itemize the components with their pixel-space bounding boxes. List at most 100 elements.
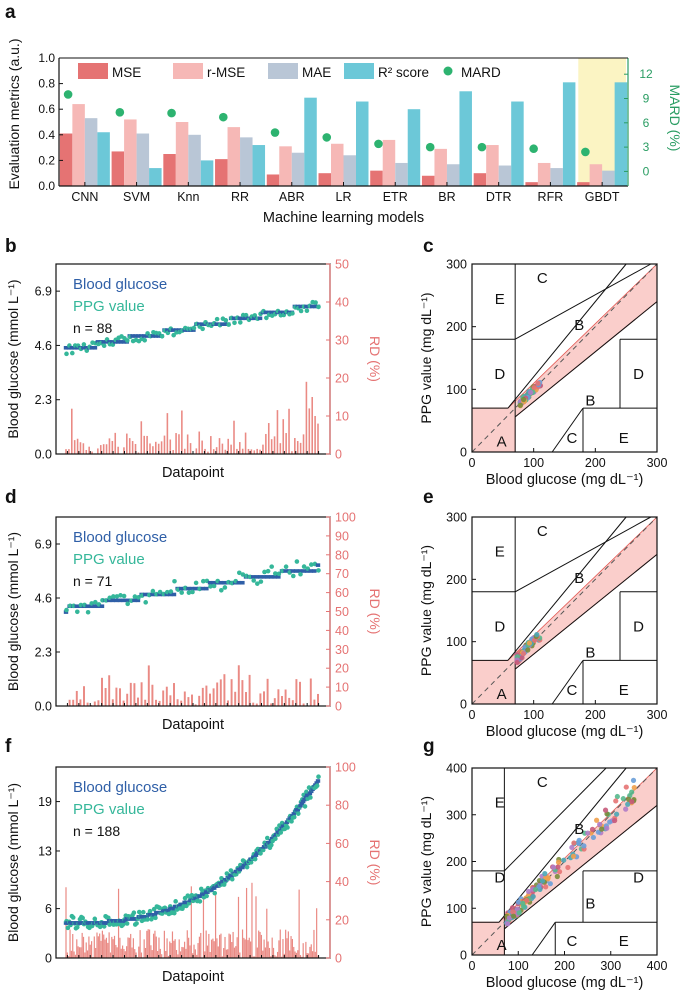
ppg-point (75, 609, 80, 615)
blood-glucose-point (302, 797, 307, 802)
y-tick-label: 0.4 (38, 128, 55, 142)
rd-bar (116, 947, 118, 958)
scatter-point (569, 844, 575, 851)
ppg-point (262, 569, 267, 575)
rd-bar (207, 451, 209, 454)
rd-bar (166, 413, 169, 454)
blood-glucose-point (121, 340, 127, 344)
y-tick-label: 200 (446, 855, 467, 869)
ppg-point (258, 579, 264, 584)
rd-bar (223, 948, 225, 958)
scatter-point (543, 884, 549, 890)
y-tick-label: 100 (446, 635, 467, 649)
blood-glucose-point (300, 799, 306, 804)
ppg-point (291, 573, 296, 579)
blood-glucose-point (240, 865, 245, 870)
scatter-point (506, 915, 512, 921)
scatter-point (623, 806, 629, 812)
y-axis-title: PPG value (mg dL⁻¹) (418, 796, 434, 927)
legend-label: MARD (461, 65, 501, 80)
ppg-point (285, 825, 290, 830)
rd-bar (169, 695, 172, 706)
mard-marker-dtr (477, 142, 487, 152)
sample-count-label: n = 71 (73, 573, 113, 589)
panel-a-bar-chart: 0.0 0.2 0.4 0.6 0.8 1.0 0 3 6 9 12 CNN SVM Knn RR ABR LR… (6, 39, 683, 226)
blood-glucose-point (220, 322, 225, 326)
rd-bar (152, 446, 154, 454)
x-tick-label-br: BR (438, 190, 455, 204)
scatter-point (599, 826, 605, 832)
rd-bar (293, 946, 295, 958)
plot-frame (471, 516, 658, 705)
ppg-point (291, 814, 297, 820)
y-axis-title: Blood glucose (mmol L⁻¹) (5, 279, 21, 438)
bar-r-score-abr (304, 97, 317, 186)
rd-bar (159, 948, 161, 958)
bar-mse-gbdt (577, 182, 590, 186)
ppg-point (101, 924, 107, 929)
ppg-point (101, 343, 107, 348)
rd-bar (75, 690, 78, 706)
rd-bar (137, 452, 140, 454)
rd-bar (294, 951, 296, 958)
y-tick-label: 0.6 (38, 102, 55, 116)
rd-bar (99, 445, 102, 454)
bar-r-score-lr (356, 101, 369, 186)
rd-bar (305, 381, 308, 454)
ppg-point (64, 351, 69, 357)
rd-bar (307, 953, 310, 958)
ppg-point (214, 316, 220, 322)
zone-boundary (514, 516, 652, 593)
zone-label-d: D (494, 869, 505, 886)
ppg-point (219, 587, 224, 593)
legend-label: MSE (112, 65, 141, 80)
ppg-point (301, 564, 307, 569)
blood-glucose-point (189, 586, 195, 591)
bar-r-mse-br (434, 148, 447, 186)
rd-bar (86, 702, 89, 706)
rd-bar (285, 433, 287, 454)
rd-bar (173, 683, 175, 706)
ppg-point (237, 570, 242, 576)
scatter-point (555, 864, 561, 870)
rd-bar (198, 695, 201, 706)
scatter-point (555, 859, 562, 865)
plot-frame (471, 263, 658, 453)
rd-bar (256, 448, 258, 454)
rd-bar (68, 449, 70, 454)
rd-bar (99, 933, 101, 958)
panel-letter-e: e (423, 487, 434, 508)
zone-label-a: A (497, 937, 507, 954)
blood-glucose-point (231, 316, 237, 321)
blood-glucose-point (173, 328, 179, 332)
scatter-point (520, 900, 526, 907)
rd-bar (83, 686, 85, 706)
rd-bar (111, 936, 113, 958)
blood-glucose-point (304, 304, 309, 309)
rd-bar (122, 700, 125, 706)
rd-bar (178, 434, 180, 454)
blood-glucose-point (308, 569, 313, 573)
rd-bar (297, 950, 299, 958)
rd-bar (247, 448, 250, 454)
rd-bar (155, 699, 157, 706)
bar-mse-cnn (59, 133, 73, 186)
rd-bar (107, 942, 109, 958)
blood-glucose-point (144, 334, 150, 338)
blood-glucose-point (139, 334, 144, 338)
blood-glucose-point (236, 580, 241, 585)
rd-bar (245, 887, 248, 958)
rd-bar (112, 939, 114, 958)
zone-label-e: E (495, 544, 505, 561)
ppg-point (304, 308, 310, 314)
blood-glucose-point (265, 575, 270, 579)
rd-bar (212, 938, 214, 958)
ppg-point (145, 917, 150, 922)
y2-axis-title: MARD (%) (667, 85, 683, 152)
x-tick-label: 200 (554, 959, 575, 973)
legend-label: r-MSE (207, 65, 245, 80)
rd-bar (119, 688, 121, 706)
bar-r-score-knn (200, 160, 214, 186)
blood-glucose-point (89, 345, 95, 350)
